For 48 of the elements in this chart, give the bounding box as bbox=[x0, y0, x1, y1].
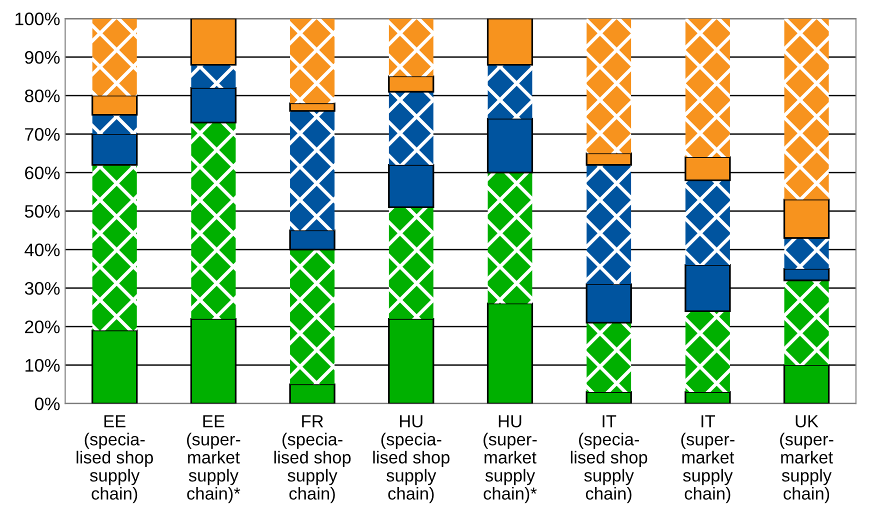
bar bbox=[685, 180, 730, 265]
y-tick-label: 70% bbox=[25, 128, 60, 141]
y-tick-label: 60% bbox=[25, 166, 60, 180]
bar bbox=[783, 268, 830, 282]
bar bbox=[92, 164, 137, 330]
bar bbox=[784, 280, 829, 366]
y-tick-label: 40% bbox=[24, 244, 60, 256]
bar bbox=[92, 18, 137, 96]
bar bbox=[685, 311, 730, 392]
bar bbox=[586, 164, 632, 284]
x-tick-label: EE (super- market supply chain)* bbox=[187, 415, 240, 504]
bar bbox=[289, 102, 336, 112]
bar bbox=[290, 250, 335, 384]
x-tick-label: EE (specia- lised shop supply chain) bbox=[76, 415, 153, 504]
x-tick-label: IT (specia- lised shop supply chain) bbox=[570, 415, 648, 504]
bar bbox=[488, 172, 532, 304]
bar bbox=[586, 152, 632, 166]
bar bbox=[685, 18, 730, 158]
bar bbox=[388, 92, 434, 165]
bar bbox=[388, 18, 434, 76]
bar bbox=[290, 110, 335, 230]
y-tick-label: 10% bbox=[26, 358, 60, 372]
x-tick-label: IT (super- market supply chain) bbox=[681, 415, 734, 504]
y-tick-label: 80% bbox=[24, 90, 60, 102]
bar bbox=[784, 18, 829, 200]
bar bbox=[388, 207, 434, 319]
y-tick-label: 90% bbox=[25, 51, 60, 64]
bar bbox=[586, 391, 632, 404]
y-tick-label: 0% bbox=[34, 397, 60, 410]
y-tick-label: 50% bbox=[24, 205, 60, 218]
x-tick-label: HU (specia- lised shop supply chain) bbox=[373, 415, 450, 504]
x-tick-label: UK (super- market supply chain) bbox=[780, 415, 834, 504]
x-tick-label: FR (specia- lised shop supply chain) bbox=[274, 415, 351, 504]
bar bbox=[488, 64, 532, 119]
bar bbox=[784, 238, 829, 269]
bar bbox=[684, 391, 731, 404]
bar bbox=[388, 75, 434, 93]
y-tick-label: 30% bbox=[24, 282, 60, 295]
bar bbox=[289, 383, 336, 404]
bar bbox=[191, 64, 236, 88]
bar bbox=[290, 18, 335, 104]
x-tick-label: HU (super- market supply chain)* bbox=[484, 415, 537, 504]
y-tick-label: 20% bbox=[25, 320, 60, 334]
y-tick-label: 100% bbox=[16, 12, 60, 26]
bar bbox=[586, 322, 632, 392]
bar bbox=[191, 122, 236, 319]
bar bbox=[586, 18, 632, 154]
bar bbox=[92, 114, 137, 134]
